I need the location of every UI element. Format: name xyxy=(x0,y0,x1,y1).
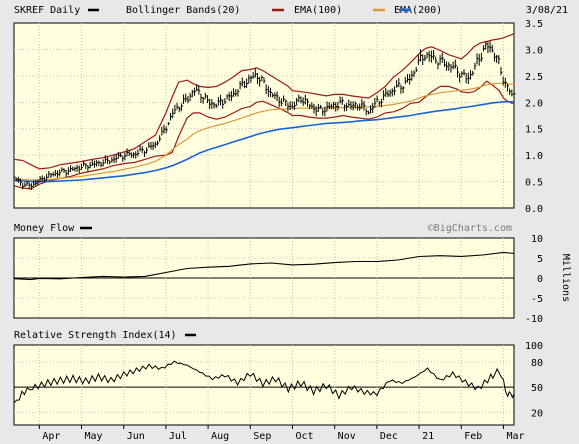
rsi-line-group xyxy=(13,360,515,404)
chart-title: SKREF Daily xyxy=(14,5,80,16)
x-tick-label: Sep xyxy=(253,431,271,442)
x-tick-label: Nov xyxy=(338,431,356,442)
x-tick-label: Aug xyxy=(211,431,229,442)
watermark: ©BigCharts.com xyxy=(428,223,512,234)
legend-label-bollinger: Bollinger Bands(20) xyxy=(126,5,240,16)
x-tick-label: Feb xyxy=(464,431,482,442)
x-tick-label: Apr xyxy=(42,431,60,442)
money-flow-axis-label: Millions xyxy=(560,254,571,302)
ema200-line xyxy=(13,101,514,183)
money-flow-tick-label: 0 xyxy=(537,274,543,285)
price-tick-label: 1.0 xyxy=(525,151,543,162)
x-tick-label: Mar xyxy=(506,431,524,442)
money-flow-title: Money Flow xyxy=(14,223,75,234)
rsi-tick-label: 20 xyxy=(531,408,543,419)
x-tick-label: May xyxy=(85,431,103,442)
rsi-title: Relative Strength Index(14) xyxy=(14,330,177,341)
money-flow-tick-label: 5 xyxy=(537,254,543,265)
rsi-grid xyxy=(14,345,514,425)
x-axis: Apr May Jun Jul Aug Sep Oct Nov Dec 21 Feb Mar xyxy=(38,425,525,442)
x-tick-label: Jul xyxy=(169,431,187,442)
money-flow-tick-label: -5 xyxy=(531,294,543,305)
x-tick-label: Jun xyxy=(127,431,145,442)
x-tick-label: 21 xyxy=(422,431,434,442)
price-tick-label: 3.5 xyxy=(525,19,543,30)
price-tick-label: 0.5 xyxy=(525,178,543,189)
price-tick-label: 2.0 xyxy=(525,98,543,109)
money-flow-tick-label: -10 xyxy=(525,314,543,325)
x-tick-label: Oct xyxy=(295,431,313,442)
price-panel xyxy=(13,22,515,209)
chart-date: 3/08/21 xyxy=(526,5,568,16)
price-axis: 0.0 0.5 1.0 1.5 2.0 2.5 3.0 3.5 xyxy=(525,19,543,215)
price-tick-label: 0.0 xyxy=(525,204,543,215)
rsi-tick-label: 50 xyxy=(531,383,543,394)
price-tick-label: 3.0 xyxy=(525,45,543,56)
x-tick-label: Dec xyxy=(380,431,398,442)
rsi-tick-label: 80 xyxy=(531,358,543,369)
money-flow-line xyxy=(13,251,515,281)
price-tick-label: 2.5 xyxy=(525,72,543,83)
rsi-tick-label: 100 xyxy=(525,341,543,352)
rsi-axis: 100 80 50 20 xyxy=(525,341,543,419)
rsi-line xyxy=(13,360,515,404)
money-flow-line-group xyxy=(13,251,515,281)
money-flow-axis: 10 5 0 -5 -10 xyxy=(525,234,543,325)
legend-label-ema200: EMA(200) xyxy=(394,5,442,16)
price-tick-label: 1.5 xyxy=(525,125,543,136)
price-bars xyxy=(13,41,516,190)
legend-label-ema100: EMA(100) xyxy=(294,5,342,16)
money-flow-tick-label: 10 xyxy=(531,234,543,245)
